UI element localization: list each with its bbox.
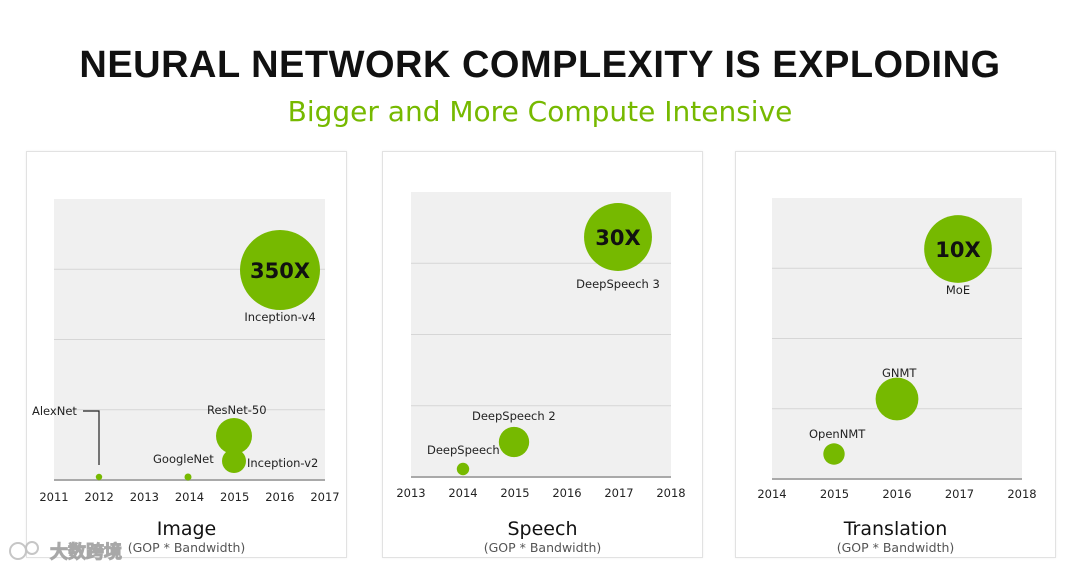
translation-chart-title: Translation: [843, 518, 948, 540]
watermark: 大数跨境: [8, 537, 123, 565]
translation-bubble-gnmt: [875, 377, 919, 421]
image-bubble-googlenet: [184, 473, 192, 481]
translation-x-tick-label: 2014: [757, 487, 786, 501]
translation-bubble-opennmt: [823, 443, 845, 465]
image-multiplier-label: 350X: [250, 259, 310, 283]
speech-chart: 2013 2014 2015 2016 2017 2018 DeepSpeech DeepSp…: [396, 192, 686, 500]
speech-chart-unit: (GOP * Bandwidth): [483, 540, 602, 555]
translation-chart: 2014 2015 2016 2017 2018 OpenNMT GNMT MoE 10X: [757, 198, 1037, 501]
image-x-tick-label: 2017: [310, 490, 339, 504]
slide-subtitle: Bigger and More Compute Intensive: [287, 95, 793, 128]
image-chart-panel: 2011 2012 2013 2014 2015 2016 2017 AlexNet Googl…: [26, 151, 347, 558]
translation-x-tick-label: 2017: [945, 487, 974, 501]
image-x-tick-label: 2014: [175, 490, 204, 504]
speech-x-tick-label: 2017: [604, 486, 633, 500]
image-bubble-alexnet: [95, 473, 103, 481]
image-bubble-inception-v2: [222, 449, 246, 473]
speech-point-label-deepspeech: DeepSpeech: [427, 443, 500, 457]
image-point-label-alexnet: AlexNet: [32, 404, 77, 418]
slide-title: NEURAL NETWORK COMPLEXITY IS EXPLODING: [79, 44, 1001, 86]
translation-chart-panel: 2014 2015 2016 2017 2018 OpenNMT GNMT MoE 10X Tr…: [735, 151, 1056, 558]
translation-x-tick-label: 2016: [882, 487, 911, 501]
image-point-label-resnet-50: ResNet-50: [207, 403, 267, 417]
speech-bubble-deepspeech-2: [498, 426, 530, 458]
speech-chart-panel: 2013 2014 2015 2016 2017 2018 DeepSpeech DeepSp…: [382, 151, 703, 558]
speech-x-tick-label: 2014: [448, 486, 477, 500]
image-x-tick-label: 2012: [85, 490, 114, 504]
translation-chart-unit: (GOP * Bandwidth): [836, 540, 955, 555]
speech-x-tick-label: 2015: [500, 486, 529, 500]
speech-multiplier-label: 30X: [595, 226, 640, 250]
image-bubble-inception-v4: [240, 230, 320, 310]
watermark-logo-icon: [9, 541, 39, 560]
translation-x-tick-label: 2018: [1007, 487, 1036, 501]
image-leader-line: [83, 410, 100, 465]
speech-bubble-deepspeech: [456, 462, 470, 476]
watermark-text: 大数跨境: [50, 542, 123, 564]
speech-x-tick-label: 2018: [656, 486, 685, 500]
speech-x-tick-label: 2013: [396, 486, 425, 500]
image-x-tick-label: 2011: [39, 490, 68, 504]
image-chart-title: Image: [156, 518, 217, 540]
speech-point-label-deepspeech-2: DeepSpeech 2: [472, 409, 556, 423]
translation-x-tick-label: 2015: [820, 487, 849, 501]
image-chart-unit: (GOP * Bandwidth): [127, 540, 246, 555]
image-x-tick-label: 2015: [220, 490, 249, 504]
translation-point-label-moe: MoE: [946, 283, 970, 297]
image-point-label-googlenet: GoogleNet: [153, 452, 214, 466]
image-point-label-inception-v2: Inception-v2: [247, 456, 318, 470]
speech-x-tick-label: 2016: [552, 486, 581, 500]
translation-bubble-moe: [924, 215, 992, 283]
speech-chart-title: Speech: [507, 518, 578, 540]
translation-point-label-gnmt: GNMT: [882, 366, 917, 380]
image-point-label-inception-v4: Inception-v4: [244, 310, 315, 324]
image-chart: 2011 2012 2013 2014 2015 2016 2017 AlexNet Googl…: [32, 199, 340, 504]
speech-point-label-deepspeech-3: DeepSpeech 3: [576, 277, 660, 291]
image-x-tick-label: 2016: [265, 490, 294, 504]
translation-point-label-opennmt: OpenNMT: [809, 427, 866, 441]
image-bubble-resnet-50: [216, 418, 252, 454]
image-x-tick-label: 2013: [130, 490, 159, 504]
speech-bubble-deepspeech-3: [584, 203, 652, 271]
translation-multiplier-label: 10X: [935, 238, 980, 262]
